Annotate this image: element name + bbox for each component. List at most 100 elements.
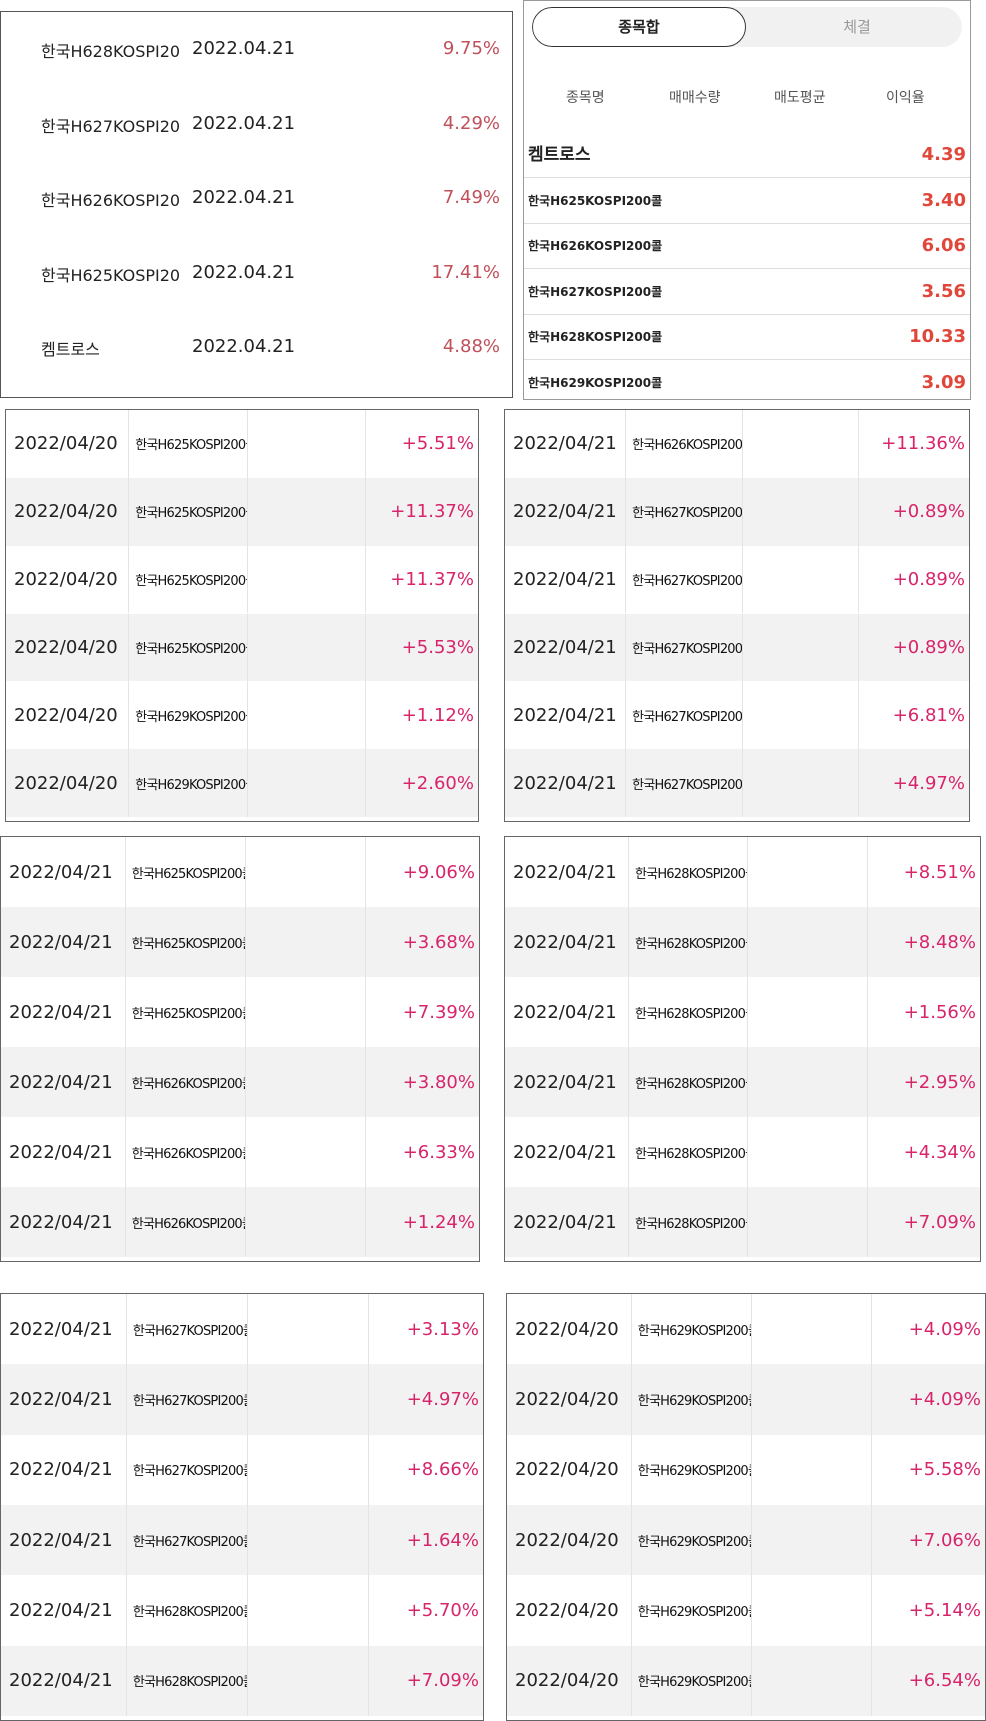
blurred-cell	[248, 410, 367, 478]
tab: 체결	[843, 18, 871, 36]
trade-date: 2022/04/21	[1, 1434, 127, 1505]
trade-row: 2022/04/20 한국H625KOSPI200콜 +11.37%	[6, 545, 478, 614]
trade-name: 한국H626KOSPI200콜	[126, 1117, 246, 1187]
trade-row: 2022/04/21 한국H628KOSPI200콜 +5.70%	[1, 1575, 483, 1646]
trade-row: 2022/04/21 한국H625KOSPI200콜 +3.68%	[1, 907, 479, 977]
trade-name: 한국H628KOSPI200콜	[629, 837, 749, 907]
trade-row: 2022/04/21 한국H625KOSPI200콜 +7.39%	[1, 977, 479, 1047]
trade-rate: +3.80%	[402, 1071, 475, 1093]
trade-date: 2022/04/21	[505, 907, 630, 977]
trade-rate: +4.09%	[908, 1388, 981, 1410]
trade-row: 2022/04/21 한국H626KOSPI200콜 +1.24%	[1, 1187, 479, 1257]
blurred-cell	[248, 1294, 369, 1365]
trade-row: 2022/04/21 한국H628KOSPI200콜 +7.09%	[1, 1645, 483, 1716]
trade-date: 2022/04/21	[505, 613, 627, 682]
position-rate: 4.39	[921, 144, 966, 165]
position-row: 한국H629KOSPI200콜 3.09	[524, 361, 970, 400]
trade-name: 한국H628KOSPI200콜	[127, 1645, 248, 1716]
blurred-cell	[743, 545, 860, 614]
trade-rate: +5.53%	[401, 636, 474, 658]
trade-name: 한국H625KOSPI200콜	[126, 837, 246, 907]
position-name: 한국H627KOSPI200콜	[528, 284, 663, 299]
column-header: 매도평균	[774, 90, 826, 106]
item-date: 2022.04.21	[192, 336, 296, 357]
item-rate: 4.88%	[442, 336, 500, 357]
trade-date: 2022/04/20	[6, 477, 130, 546]
trade-row: 2022/04/21 한국H627KOSPI200콜 +0.89%	[505, 477, 969, 546]
trade-date: 2022/04/21	[505, 1187, 630, 1257]
position-name: 한국H625KOSPI200콜	[528, 193, 663, 208]
trade-date: 2022/04/21	[505, 545, 627, 614]
trade-rate: +4.09%	[908, 1318, 981, 1340]
trade-name: 한국H627KOSPI200콜	[626, 613, 743, 682]
trade-row: 2022/04/20 한국H629KOSPI200콜 +1.12%	[6, 681, 478, 750]
position-rate: 3.56	[921, 280, 966, 302]
trade-date: 2022/04/20	[507, 1505, 632, 1576]
trade-row: 2022/04/20 한국H625KOSPI200콜 +5.53%	[6, 613, 478, 682]
column-header: 매매수량	[669, 90, 721, 106]
trade-date: 2022/04/20	[507, 1645, 632, 1716]
trade-row: 2022/04/20 한국H629KOSPI200콜 +2.60%	[6, 749, 478, 817]
trade-rate: +9.06%	[402, 861, 475, 883]
blurred-cell	[248, 1434, 369, 1505]
trade-rate: +6.81%	[892, 704, 965, 726]
trade-table: 2022/04/20 한국H629KOSPI200콜 +4.09% 2022/04/2…	[506, 1293, 986, 1721]
blurred-cell	[748, 1117, 868, 1187]
trade-name: 한국H626KOSPI200콜	[126, 1187, 246, 1257]
trade-date: 2022/04/21	[505, 681, 627, 750]
trade-row: 2022/04/21 한국H627KOSPI200콜 +0.89%	[505, 545, 969, 614]
trade-date: 2022/04/21	[1, 1505, 127, 1576]
trade-rate: +3.68%	[402, 931, 475, 953]
trade-row: 2022/04/21 한국H627KOSPI200콜 +4.97%	[505, 749, 969, 817]
blurred-cell	[248, 613, 367, 682]
trade-table: 2022/04/21 한국H628KOSPI200콜 +8.51% 2022/04/2…	[504, 836, 981, 1262]
trade-rate: +7.09%	[903, 1211, 976, 1233]
trade-rate: +1.64%	[406, 1529, 479, 1551]
summary-panel: 한국H628KOSPI20 2022.04.21 9.75% 한국H627KOSPI2…	[0, 11, 513, 398]
trade-date: 2022/04/21	[505, 749, 627, 817]
item-name: 한국H625KOSPI20	[41, 265, 181, 285]
trade-name: 한국H629KOSPI200콜	[632, 1434, 752, 1505]
trade-rate: +11.37%	[390, 569, 474, 591]
trade-date: 2022/04/20	[6, 545, 130, 614]
trade-date: 2022/04/21	[1, 907, 126, 977]
trade-row: 2022/04/20 한국H625KOSPI200콜 +5.51%	[6, 410, 478, 478]
trade-row: 2022/04/21 한국H626KOSPI200콜 +6.33%	[1, 1117, 479, 1187]
trade-row: 2022/04/20 한국H629KOSPI200콜 +6.54%	[507, 1645, 985, 1716]
trade-name: 한국H627KOSPI200콜	[626, 749, 743, 817]
position-rate: 3.09	[921, 371, 966, 393]
blurred-cell	[752, 1364, 872, 1435]
trade-rate: +4.34%	[903, 1141, 976, 1163]
trade-row: 2022/04/21 한국H627KOSPI200콜 +6.81%	[505, 681, 969, 750]
blurred-cell	[743, 477, 860, 546]
blurred-cell	[752, 1575, 872, 1646]
trade-row: 2022/04/21 한국H628KOSPI200콜 +2.95%	[505, 1047, 980, 1117]
trade-rate: +0.89%	[892, 501, 965, 523]
blurred-cell	[248, 749, 367, 817]
position-row: 한국H625KOSPI200콜 3.40	[524, 179, 970, 224]
trade-name: 한국H626KOSPI200콜	[626, 410, 743, 478]
trade-rate: +8.48%	[903, 931, 976, 953]
trade-date: 2022/04/21	[505, 1047, 630, 1117]
trade-row: 2022/04/20 한국H629KOSPI200콜 +5.14%	[507, 1575, 985, 1646]
item-date: 2022.04.21	[192, 187, 296, 208]
blurred-cell	[752, 1505, 872, 1576]
item-name: 한국H626KOSPI20	[41, 191, 181, 210]
trade-date: 2022/04/21	[505, 977, 630, 1047]
trade-rate: +3.13%	[406, 1318, 479, 1340]
trade-rate: +0.89%	[892, 636, 965, 658]
blurred-cell	[248, 545, 367, 614]
trade-rate: +5.14%	[908, 1599, 981, 1621]
trade-date: 2022/04/21	[1, 1294, 127, 1365]
trade-name: 한국H629KOSPI200콜	[632, 1575, 752, 1646]
trade-date: 2022/04/21	[505, 1117, 630, 1187]
trade-date: 2022/04/20	[6, 410, 130, 478]
trade-row: 2022/04/21 한국H627KOSPI200콜 +4.97%	[1, 1364, 483, 1435]
trade-row: 2022/04/20 한국H629KOSPI200콜 +4.09%	[507, 1294, 985, 1365]
trade-rate: +6.33%	[402, 1141, 475, 1163]
blurred-cell	[748, 1187, 868, 1257]
trade-name: 한국H625KOSPI200콜	[129, 545, 248, 614]
trade-row: 2022/04/21 한국H628KOSPI200콜 +7.09%	[505, 1187, 980, 1257]
trade-name: 한국H628KOSPI200콜	[629, 1117, 749, 1187]
position-name: 켐트로스	[528, 145, 591, 165]
